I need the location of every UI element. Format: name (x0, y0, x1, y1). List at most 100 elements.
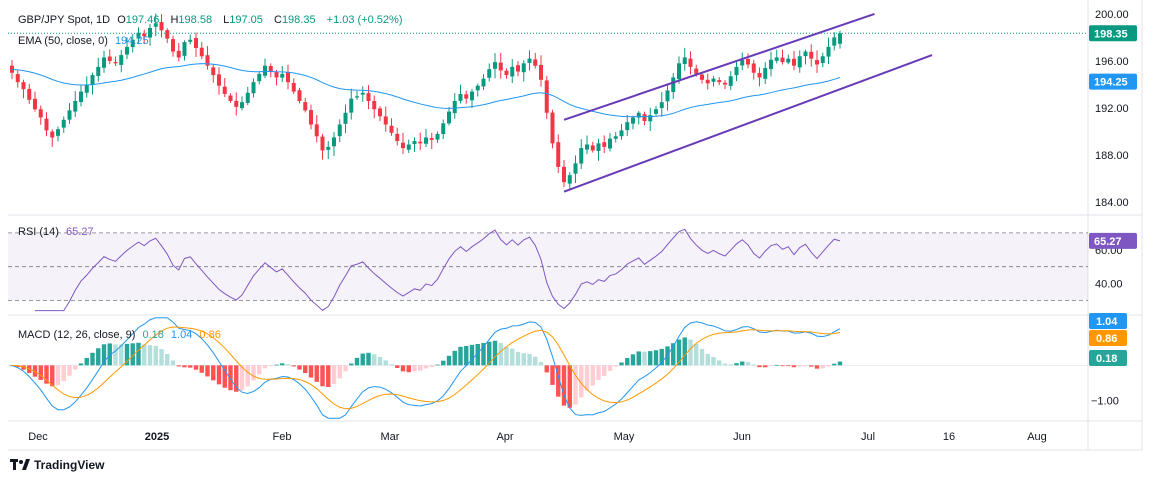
candle-body (251, 82, 256, 94)
candle-body (700, 74, 704, 80)
macd-histogram-bar (147, 345, 153, 366)
macd-histogram-bar (55, 365, 61, 386)
candle-body (757, 72, 762, 78)
rsi-tick-label: 40.00 (1095, 279, 1123, 291)
last-price-label: 198.35 (1094, 28, 1128, 40)
macd-histogram-bar (119, 344, 124, 366)
candle-body (682, 57, 687, 65)
macd-histogram-bar (826, 365, 831, 367)
candle-body (642, 114, 647, 122)
macd-histogram-bar (366, 352, 371, 366)
symbol-title[interactable]: GBP/JPY Spot, 1D (18, 14, 111, 26)
tradingview-icon (10, 458, 30, 472)
candle-body (464, 94, 469, 99)
price-tick-label: 188.00 (1095, 150, 1129, 162)
macd-histogram-bar (722, 363, 728, 366)
candle-body (303, 102, 308, 111)
macd-histogram-bar (44, 365, 49, 384)
candle-body (406, 144, 411, 150)
macd-histogram-bar (165, 353, 170, 366)
macd-legend[interactable]: MACD (12, 26, close, 9) 0.18 1.04 0.86 (18, 328, 225, 342)
macd-histogram-bar (757, 365, 762, 368)
macd-histogram-bar (435, 364, 440, 366)
high-value: 198.58 (178, 14, 213, 26)
candle-body (15, 74, 20, 83)
candle-body (797, 56, 802, 68)
macd-histogram-bar (400, 365, 406, 372)
macd-histogram-bar (389, 364, 394, 366)
close-label: C (273, 14, 282, 26)
macd-histogram-bar (820, 365, 825, 369)
candle-body (567, 175, 572, 184)
candle-body (579, 148, 584, 164)
time-tick-label: May (614, 431, 635, 443)
candle-body (493, 62, 497, 69)
candle-body (228, 95, 233, 101)
macd-histogram-bar (90, 352, 95, 366)
candle-body (648, 115, 653, 122)
last-price-label-bg (1089, 25, 1137, 42)
macd-histogram-bar (406, 365, 411, 373)
candle-body (550, 112, 555, 144)
candle-body (429, 138, 434, 140)
macd-histogram-bar (280, 363, 285, 366)
candle-body (636, 112, 641, 118)
macd-histogram-bar (803, 365, 808, 367)
candle-body (90, 75, 95, 86)
candle-body (119, 55, 124, 65)
candle-body (142, 33, 147, 37)
low-label: L (223, 14, 230, 26)
candle-body (44, 118, 49, 131)
rsi-tick-label: 60.00 (1095, 245, 1123, 257)
macd-histogram-bar (38, 365, 43, 380)
macd-histogram-bar (142, 344, 147, 366)
macd-histogram-bar (170, 360, 176, 366)
candle-body (125, 46, 129, 55)
candle-body (412, 141, 417, 144)
candle-body (746, 58, 750, 65)
macd-histogram-bar (343, 365, 348, 372)
macd-histogram-bar (786, 365, 791, 367)
macd-histogram-bar (239, 365, 245, 391)
price-tick-label: 200.00 (1095, 9, 1129, 21)
candle-body (33, 98, 37, 110)
candle-body (441, 123, 446, 135)
candle-body (73, 100, 78, 112)
macd-histogram-bar (182, 365, 187, 368)
candle-body (826, 46, 831, 57)
candle-body (309, 110, 313, 125)
candle-body (395, 133, 400, 142)
macd-histogram-bar (636, 351, 641, 366)
candle-body (717, 80, 722, 83)
ema-price-label: 194.25 (1094, 77, 1128, 89)
candle-body (286, 72, 290, 83)
macd-histogram-bar (584, 365, 590, 391)
macd-histogram-bar (193, 365, 199, 370)
tradingview-logo[interactable]: TradingView (10, 458, 104, 472)
macd-line-value: 1.04 (170, 329, 193, 341)
candle-body (257, 73, 262, 82)
time-tick-label: Jul (861, 431, 875, 443)
macd-histogram-bar (383, 360, 388, 366)
macd-histogram-bar (320, 365, 325, 387)
rsi-legend[interactable]: RSI (14) 65.27 (18, 225, 98, 239)
candle-body (539, 64, 543, 80)
macd-histogram-bar (268, 365, 273, 367)
macd-histogram-bar (492, 340, 498, 366)
time-tick-label: Feb (273, 431, 292, 443)
ema-legend[interactable]: EMA (50, close, 0) 194.25 (18, 34, 153, 48)
macd-histogram-bar (446, 355, 452, 366)
macd-histogram-bar (694, 343, 699, 366)
candle-body (153, 23, 158, 27)
candle-body (803, 51, 808, 57)
macd-histogram-bar (653, 350, 659, 366)
macd-histogram-bar (274, 364, 279, 366)
macd-histogram-bar (613, 365, 618, 367)
candle-body (268, 66, 273, 72)
macd-histogram-bar (61, 365, 66, 382)
candle-body (677, 63, 681, 79)
candle-body (734, 66, 739, 76)
macd-histogram-bar (567, 365, 572, 408)
macd-histogram-bar (590, 365, 595, 386)
